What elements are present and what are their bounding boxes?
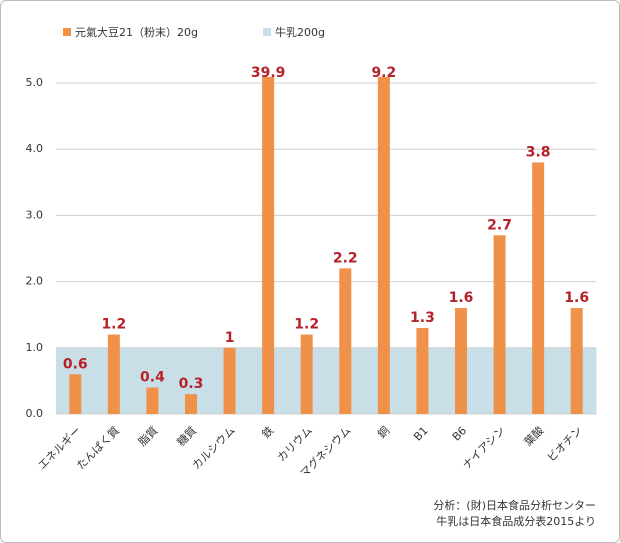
y-tick-label: 0.0 bbox=[26, 407, 44, 420]
bar bbox=[262, 77, 275, 414]
value-label: 0.4 bbox=[140, 370, 165, 386]
x-tick-label: 鉄 bbox=[259, 423, 277, 441]
value-label: 0.3 bbox=[179, 376, 204, 392]
bar bbox=[339, 268, 352, 414]
bar bbox=[146, 387, 159, 414]
bar bbox=[493, 235, 506, 414]
legend-swatch bbox=[63, 28, 71, 36]
y-tick-label: 5.0 bbox=[26, 76, 44, 89]
bar bbox=[570, 308, 583, 414]
y-tick-label: 2.0 bbox=[26, 275, 44, 288]
value-label: 1.2 bbox=[294, 317, 319, 333]
value-label: 3.8 bbox=[526, 144, 551, 160]
legend-label: 元氣大豆21（粉末）20g bbox=[75, 25, 198, 39]
value-label: 2.2 bbox=[333, 250, 358, 266]
x-tick-label: B1 bbox=[411, 424, 430, 443]
legend-label: 牛乳200g bbox=[275, 25, 325, 39]
bar bbox=[223, 347, 236, 414]
x-tick-label: ビオチン bbox=[545, 424, 585, 464]
legend-swatch bbox=[263, 28, 271, 36]
value-label: 1.6 bbox=[449, 290, 474, 306]
source-note: 分析：(財)日本食品分析センター bbox=[433, 498, 596, 512]
x-tick-label: 糖質 bbox=[174, 423, 199, 448]
value-label: 0.6 bbox=[63, 356, 88, 372]
bar bbox=[377, 77, 390, 414]
source-note: 牛乳は日本食品成分表2015より bbox=[436, 514, 596, 528]
x-tick-label: 銅 bbox=[374, 423, 392, 441]
value-label: 9.2 bbox=[371, 65, 396, 81]
value-label: 2.7 bbox=[487, 217, 512, 233]
bar bbox=[300, 334, 313, 414]
y-tick-label: 4.0 bbox=[26, 142, 44, 155]
bar bbox=[69, 374, 82, 414]
x-tick-label: 葉酸 bbox=[521, 423, 546, 448]
bar bbox=[455, 308, 467, 414]
value-label: 1.2 bbox=[101, 317, 126, 333]
bar bbox=[185, 394, 197, 414]
value-label: 1.3 bbox=[410, 310, 435, 326]
bar bbox=[416, 327, 429, 414]
y-tick-label: 1.0 bbox=[26, 341, 44, 354]
x-tick-label: B6 bbox=[450, 424, 469, 443]
value-label: 1.6 bbox=[564, 290, 589, 306]
bar bbox=[532, 162, 545, 414]
x-tick-label: 脂質 bbox=[135, 423, 160, 448]
bar bbox=[107, 334, 120, 414]
value-label: 1 bbox=[225, 330, 235, 346]
y-tick-label: 3.0 bbox=[26, 208, 44, 221]
value-label: 39.9 bbox=[251, 65, 286, 81]
bars bbox=[69, 77, 583, 414]
